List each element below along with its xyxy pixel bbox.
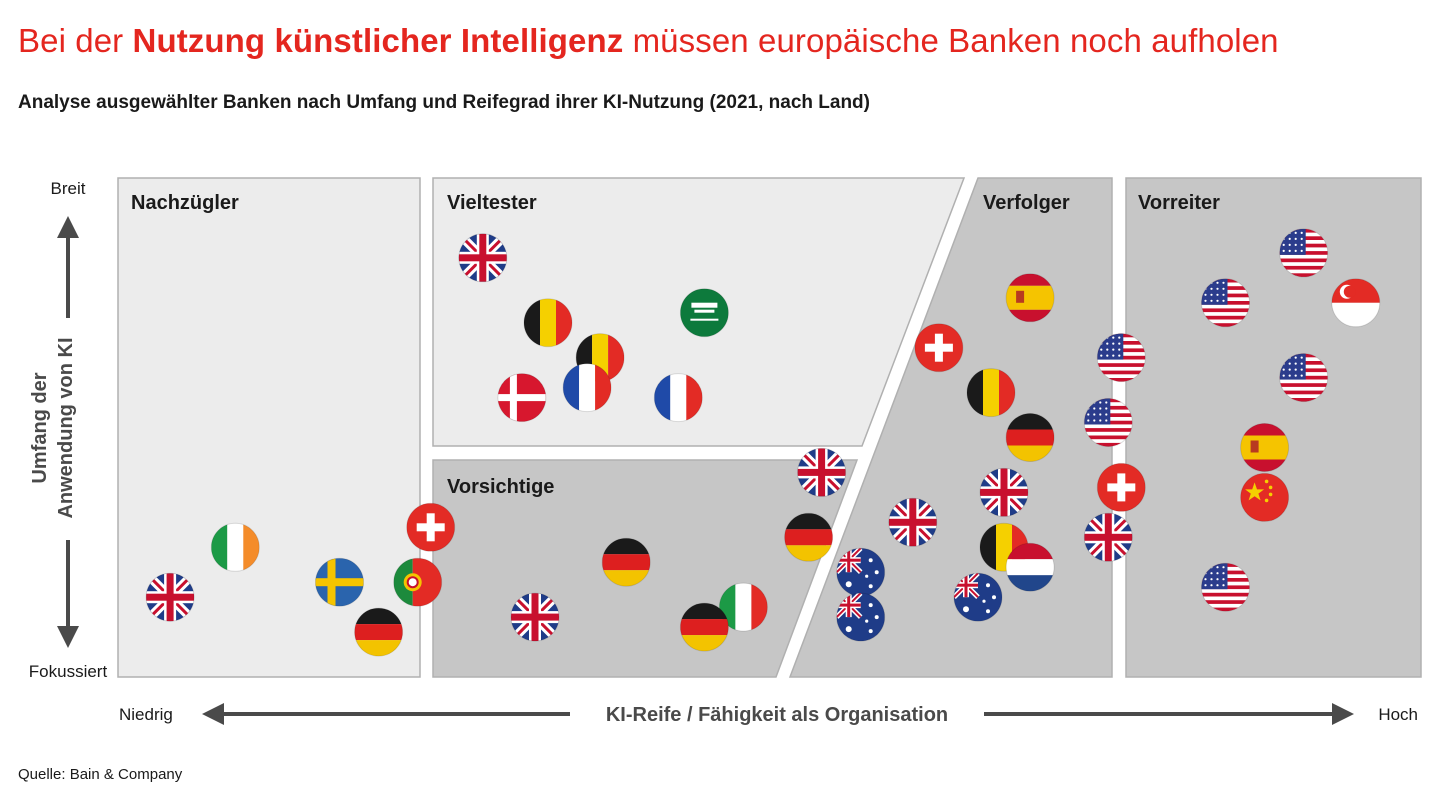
- flag-point-uk: [458, 233, 508, 283]
- flag-point-usa: [1083, 398, 1133, 447]
- y-axis: Breit Fokussiert Umfang der Anwendung vo…: [29, 179, 108, 681]
- flag-point-deutschland: [354, 607, 404, 657]
- flag-point-uk: [979, 467, 1029, 517]
- flag-point-usa: [1201, 278, 1250, 328]
- flag-point-schweiz: [914, 323, 964, 373]
- flag-point-portugal: [393, 557, 443, 607]
- flag-point-belgien: [523, 298, 573, 348]
- flag-point-schweiz: [1096, 462, 1146, 512]
- source-note: Quelle: Bain & Company: [18, 766, 183, 783]
- flag-point-niederlande: [1005, 542, 1055, 592]
- flag-point-usa: [1279, 353, 1329, 403]
- flag-point-uk: [797, 447, 847, 497]
- zone-label-nachzuegler: Nachzügler: [131, 192, 239, 214]
- flag-point-d-nemark: [497, 373, 547, 423]
- flag-point-deutschland: [679, 602, 729, 652]
- y-axis-title-line2: Anwendung von KI: [55, 337, 77, 518]
- y-axis-title-line1: Umfang der: [29, 372, 51, 483]
- flag-point-spanien: [1005, 273, 1055, 323]
- flag-point-uk: [888, 497, 938, 547]
- flag-point-china: [1240, 472, 1290, 522]
- flag-point-saudi-arabien: [679, 288, 729, 338]
- x-axis-arrow-right: [1332, 703, 1354, 725]
- x-axis-low-label: Niedrig: [119, 705, 173, 724]
- flag-point-usa: [1096, 333, 1146, 383]
- flag-point-australien: [836, 547, 886, 597]
- flag-point-usa: [1279, 228, 1329, 278]
- flag-point-uk: [145, 572, 195, 622]
- zone-label-vorsichtige: Vorsichtige: [447, 476, 554, 498]
- flag-point-deutschland: [784, 512, 834, 562]
- flag-point-schweiz: [406, 502, 456, 552]
- flag-point-belgien: [966, 368, 1016, 418]
- x-axis-high-label: Hoch: [1378, 705, 1418, 724]
- y-axis-high-label: Breit: [51, 179, 86, 198]
- flag-point-uk: [1083, 512, 1133, 562]
- chart-subtitle: Analyse ausgewählter Banken nach Umfang …: [18, 92, 870, 113]
- flag-point-schweden: [315, 557, 364, 607]
- y-axis-low-label: Fokussiert: [29, 662, 108, 681]
- zone-label-vorreiter: Vorreiter: [1138, 192, 1220, 214]
- flag-point-australien: [953, 572, 1003, 622]
- zone-label-vieltester: Vieltester: [447, 192, 537, 214]
- y-axis-arrow-down: [57, 626, 79, 648]
- chart-title: Bei der Nutzung künstlicher Intelligenz …: [18, 22, 1279, 59]
- x-axis: Niedrig Hoch KI-Reife / Fähigkeit als Or…: [119, 703, 1418, 726]
- flag-point-usa: [1201, 562, 1250, 612]
- flag-point-irland: [210, 522, 260, 572]
- flag-point-frankreich: [562, 363, 612, 413]
- flag-point-deutschland: [601, 537, 651, 587]
- zone-label-verfolger: Verfolger: [983, 192, 1070, 214]
- flag-point-spanien: [1240, 423, 1290, 472]
- x-axis-arrow-left: [202, 703, 224, 725]
- flag-points-layer: [145, 228, 1381, 657]
- x-axis-title: KI-Reife / Fähigkeit als Organisation: [606, 704, 948, 726]
- flag-point-frankreich: [653, 373, 703, 423]
- flag-point-italien: [718, 582, 768, 632]
- y-axis-arrow-up: [57, 216, 79, 238]
- flag-point-uk: [510, 592, 560, 642]
- flag-point-singapur: [1331, 278, 1381, 328]
- flag-point-deutschland: [1005, 413, 1055, 462]
- flag-point-australien: [836, 592, 886, 642]
